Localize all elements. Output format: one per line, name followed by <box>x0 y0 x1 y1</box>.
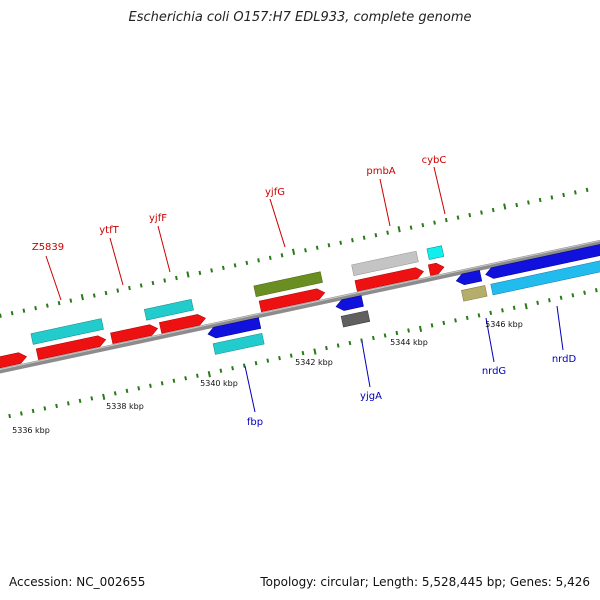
gene-arrow-yjgA[interactable] <box>335 295 364 312</box>
gene-arrow-fbp[interactable] <box>207 317 262 340</box>
forward-leader-lines <box>45 166 446 301</box>
kbp-label: 5346 kbp <box>485 320 523 329</box>
cds-box-nrdD[interactable] <box>490 256 600 296</box>
kbp-label: 5340 kbp <box>200 379 238 388</box>
kbp-label: 5344 kbp <box>390 338 428 347</box>
cds-box-yjfF[interactable] <box>143 299 194 321</box>
backbone <box>0 232 600 378</box>
cds-box-Z5839[interactable] <box>30 318 104 345</box>
genome-summary-text: Topology: circular; Length: 5,528,445 bp… <box>260 575 590 589</box>
reverse-gene-row <box>207 240 600 340</box>
reverse-tick-row <box>8 288 598 419</box>
gene-label-ytfT: ytfT <box>99 225 119 236</box>
cds-box-fbp[interactable] <box>212 332 265 355</box>
gene-arrow-ytfT[interactable] <box>110 323 158 345</box>
cds-box-cybC[interactable] <box>426 245 445 260</box>
forward-gene-row <box>0 262 445 373</box>
gene-arrow-nrdG[interactable] <box>455 269 483 286</box>
accession-text: Accession: NC_002655 <box>9 575 146 589</box>
cds-box-yjfG[interactable] <box>253 271 323 297</box>
gene-arrow-Z5836[interactable] <box>0 351 28 373</box>
gene-arrow-yjfG[interactable] <box>258 287 326 313</box>
gene-label-yjfF: yjfF <box>149 213 167 224</box>
gene-arrow-yjfF[interactable] <box>159 313 206 334</box>
gene-label-yjfG: yjfG <box>265 187 285 198</box>
gene-label-nrdG: nrdG <box>482 366 506 377</box>
gene-label-nrdD: nrdD <box>552 354 577 365</box>
cds-box-nrdG[interactable] <box>461 285 488 302</box>
gene-arrow-Z5839[interactable] <box>35 334 107 360</box>
gene-label-Z5839: Z5839 <box>32 242 64 253</box>
kbp-label: 5338 kbp <box>106 402 144 411</box>
gene-label-yjgA: yjgA <box>360 391 382 402</box>
gene-label-fbp: fbp <box>247 417 263 428</box>
forward-tick-row <box>0 187 589 318</box>
kbp-label: 5342 kbp <box>295 358 333 367</box>
reverse-feature-row <box>212 256 600 355</box>
gene-arrow-pmbA[interactable] <box>354 266 425 292</box>
forward-feature-row <box>30 245 445 345</box>
gene-label-pmbA: pmbA <box>366 166 395 177</box>
kbp-label: 5336 kbp <box>12 426 50 435</box>
cds-box-pmbA[interactable] <box>351 250 419 276</box>
cds-box-yjgA[interactable] <box>340 310 371 328</box>
gene-label-cybC: cybC <box>422 155 447 166</box>
reverse-leader-lines <box>244 305 564 413</box>
gene-arrow-nrdD[interactable] <box>484 240 600 280</box>
gene-arrow-cybC[interactable] <box>427 262 445 276</box>
map-title: Escherichia coli O157:H7 EDL933, complet… <box>128 10 472 25</box>
